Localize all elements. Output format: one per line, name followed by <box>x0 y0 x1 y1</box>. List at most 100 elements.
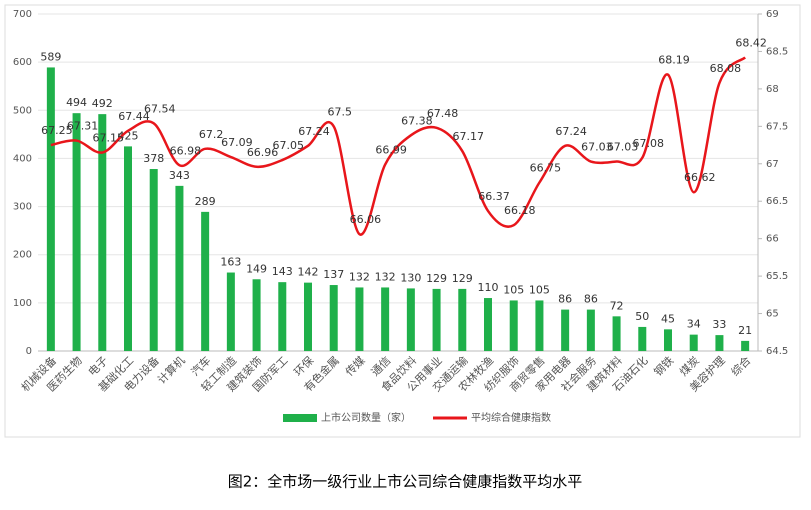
y2-tick-label: 68 <box>766 84 779 95</box>
bar <box>175 185 184 351</box>
x-tick-label: 综合 <box>728 353 753 378</box>
bar <box>252 279 261 351</box>
y2-tick-label: 66 <box>766 234 779 245</box>
bar <box>149 169 158 351</box>
bar-value-label: 105 <box>503 283 524 296</box>
bar <box>406 288 415 351</box>
line <box>50 56 747 236</box>
y-tick-label: 300 <box>13 202 32 213</box>
bar-value-label: 21 <box>738 324 752 337</box>
y-tick-label: 600 <box>13 57 32 68</box>
bar-value-label: 492 <box>92 97 113 110</box>
bar <box>664 329 672 351</box>
y-tick-label: 500 <box>13 105 32 116</box>
bar <box>226 272 235 351</box>
bar-value-label: 129 <box>452 272 473 285</box>
y2-tick-label: 65.5 <box>766 271 788 282</box>
y2-tick-label: 68.5 <box>766 46 788 57</box>
bar-value-label: 589 <box>40 50 61 63</box>
bar <box>72 113 81 351</box>
line-value-label: 67.24 <box>298 125 330 138</box>
bar <box>741 340 750 351</box>
bar-value-label: 50 <box>635 310 649 323</box>
bar-value-label: 378 <box>143 152 164 165</box>
y2-tick-label: 67.5 <box>766 121 788 132</box>
bar-value-label: 86 <box>558 293 572 306</box>
line-value-label: 67.25 <box>41 124 73 137</box>
bar-value-label: 105 <box>529 283 550 296</box>
bar <box>201 211 210 351</box>
bar <box>715 335 724 351</box>
y-tick-label: 200 <box>13 250 32 261</box>
line-value-label: 66.96 <box>247 146 279 159</box>
y-tick-label: 400 <box>13 153 32 164</box>
x-tick-label: 传媒 <box>343 354 368 379</box>
line-value-label: 66.75 <box>530 162 562 175</box>
line-value-label: 66.62 <box>684 171 716 184</box>
legend-swatch <box>283 414 317 422</box>
bar <box>278 282 287 351</box>
bar <box>535 300 544 351</box>
bar <box>612 316 621 351</box>
line-value-label: 67.15 <box>93 132 125 145</box>
bar <box>509 300 518 351</box>
y2-tick-label: 64.5 <box>766 346 788 357</box>
bar-value-label: 343 <box>169 169 190 182</box>
y-tick-label: 0 <box>26 346 32 357</box>
line-value-label: 66.99 <box>375 144 407 157</box>
bar-value-label: 130 <box>400 271 421 284</box>
line-value-label: 67.17 <box>453 130 485 143</box>
line-value-label: 67.05 <box>273 139 305 152</box>
bar <box>458 288 467 351</box>
line-value-label: 68.42 <box>735 36 767 49</box>
bar-value-label: 33 <box>712 318 726 331</box>
bar-value-label: 72 <box>610 299 624 312</box>
line-value-label: 68.19 <box>658 54 690 67</box>
line-value-label: 67.44 <box>118 110 150 123</box>
bar-value-label: 289 <box>195 195 216 208</box>
line-value-label: 67.03 <box>581 141 613 154</box>
bar-value-label: 137 <box>323 268 344 281</box>
y2-tick-label: 67 <box>766 159 779 170</box>
x-tick-label: 钢铁 <box>651 354 676 379</box>
bar-value-label: 129 <box>426 272 447 285</box>
bar-value-label: 34 <box>687 318 701 331</box>
bar-value-label: 143 <box>272 265 293 278</box>
bar <box>381 287 390 351</box>
bar-value-label: 132 <box>375 270 396 283</box>
bar-value-label: 149 <box>246 262 267 275</box>
y2-tick-label: 66.5 <box>766 196 788 207</box>
line-value-label: 67.09 <box>221 136 253 149</box>
line-value-label: 67.31 <box>67 120 99 133</box>
bar <box>484 298 492 351</box>
bar <box>46 67 55 351</box>
bar <box>561 309 570 351</box>
y2-tick-label: 65 <box>766 309 779 320</box>
line-value-label: 66.98 <box>170 144 202 157</box>
y2-tick-label: 69 <box>766 9 779 20</box>
line-value-label: 68.08 <box>710 62 742 75</box>
bar-value-label: 425 <box>118 129 139 142</box>
bar <box>304 282 312 351</box>
caption: 图2：全市场一级行业上市公司综合健康指数平均水平 <box>228 473 583 491</box>
line-value-label: 66.37 <box>478 190 510 203</box>
y-tick-label: 100 <box>13 298 32 309</box>
legend-label: 上市公司数量（家） <box>321 411 411 424</box>
bar-value-label: 45 <box>661 312 675 325</box>
bar <box>98 114 107 351</box>
bar <box>638 326 647 351</box>
line-value-label: 66.06 <box>350 213 382 226</box>
bar-value-label: 86 <box>584 293 598 306</box>
bar <box>586 309 595 351</box>
line-value-label: 67.54 <box>144 102 176 115</box>
bar-value-label: 142 <box>298 266 319 279</box>
line-value-label: 67.24 <box>555 125 587 138</box>
bar <box>432 288 441 351</box>
bar <box>355 287 364 351</box>
x-tick-label: 计算机 <box>154 353 187 386</box>
legend-label: 平均综合健康指数 <box>471 411 551 424</box>
bar <box>329 285 338 351</box>
y-tick-label: 700 <box>13 9 32 20</box>
